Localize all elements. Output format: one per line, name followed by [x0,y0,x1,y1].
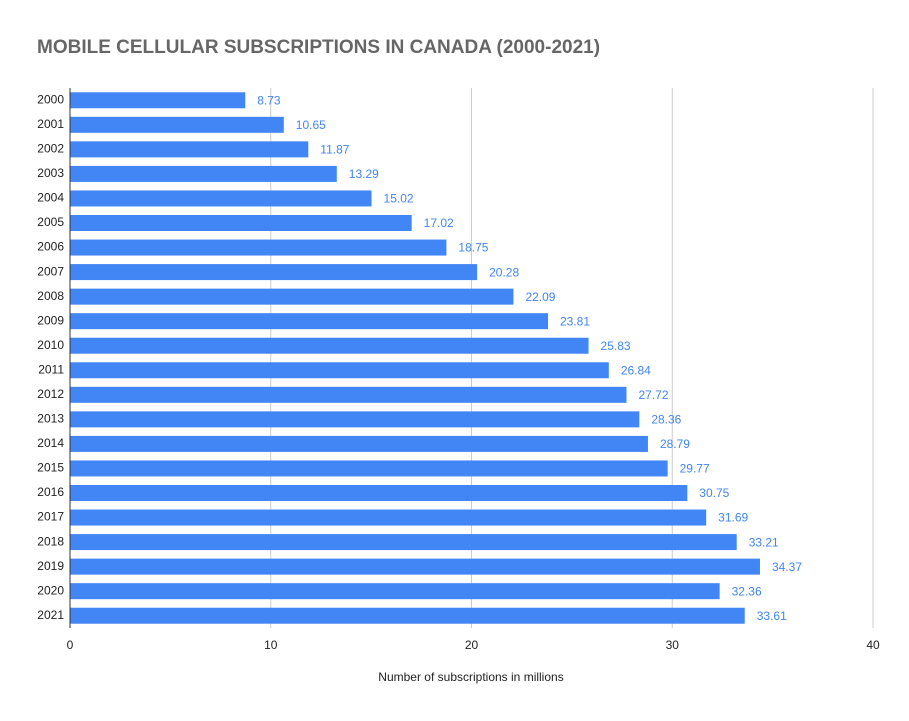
bar [70,288,514,305]
value-label: 30.75 [699,486,729,500]
bar [70,215,412,231]
value-label: 28.36 [651,413,681,427]
y-tick-label: 2009 [37,313,64,327]
value-label: 32.36 [732,584,762,598]
value-label: 17.02 [424,216,454,230]
value-label: 29.77 [680,462,710,476]
bar [70,165,337,182]
value-label: 15.02 [384,192,414,206]
bar [70,485,688,501]
x-tick-label: 20 [465,638,479,652]
bar [70,190,372,207]
y-tick-label: 2012 [37,387,64,401]
value-label: 31.69 [718,511,748,525]
value-label: 22.09 [525,290,555,304]
bar [70,141,309,158]
y-tick-label: 2017 [37,510,64,524]
bar [70,116,284,133]
value-label: 25.83 [601,339,631,353]
value-label: 10.65 [296,118,326,132]
y-tick-label: 2005 [37,215,64,229]
y-tick-label: 2002 [37,142,64,156]
value-label: 13.29 [349,167,379,181]
y-tick-label: 2008 [37,289,64,303]
value-label: 26.84 [621,363,651,377]
value-label: 18.75 [458,241,488,255]
value-label: 33.21 [749,535,779,549]
y-tick-label: 2000 [37,92,64,106]
y-tick-label: 2003 [37,166,64,180]
y-tick-label: 2001 [37,117,64,131]
x-tick-label: 30 [666,638,680,652]
bar [70,558,760,575]
bar [70,435,648,452]
y-tick-label: 2015 [37,461,64,475]
value-label: 11.87 [320,143,349,157]
y-tick-label: 2021 [37,608,64,622]
y-tick-label: 2010 [37,338,64,352]
bar [70,337,589,354]
bar [70,313,548,330]
x-tick-label: 0 [67,638,74,652]
y-tick-label: 2019 [37,559,64,573]
value-label: 27.72 [638,388,668,402]
y-tick-label: 2006 [37,240,64,254]
y-tick-label: 2016 [37,485,64,499]
y-tick-label: 2020 [37,583,64,597]
x-tick-label: 10 [264,638,278,652]
bar [70,607,745,624]
y-tick-label: 2013 [37,412,64,426]
bar [70,386,627,403]
y-tick-label: 2018 [37,534,64,548]
value-label: 28.79 [660,437,690,451]
bar [70,411,640,428]
y-tick-label: 2004 [37,191,64,205]
bar [70,583,720,600]
bar [70,264,478,281]
y-tick-label: 2014 [37,436,64,450]
value-label: 34.37 [772,560,802,574]
x-axis-title: Number of subscriptions in millions [378,670,563,684]
bar [70,460,668,477]
chart-title: MOBILE CELLULAR SUBSCRIPTIONS IN CANADA … [37,37,600,58]
bar [70,362,609,379]
bar [70,92,246,109]
value-label: 23.81 [560,314,590,328]
value-label: 8.73 [257,93,281,107]
bar [70,534,737,551]
x-tick-label: 40 [866,638,880,652]
y-tick-label: 2007 [37,264,64,278]
value-label: 33.61 [757,609,787,623]
y-tick-label: 2011 [38,362,64,376]
bar [70,509,707,526]
bar [70,239,447,256]
value-label: 20.28 [489,265,519,279]
